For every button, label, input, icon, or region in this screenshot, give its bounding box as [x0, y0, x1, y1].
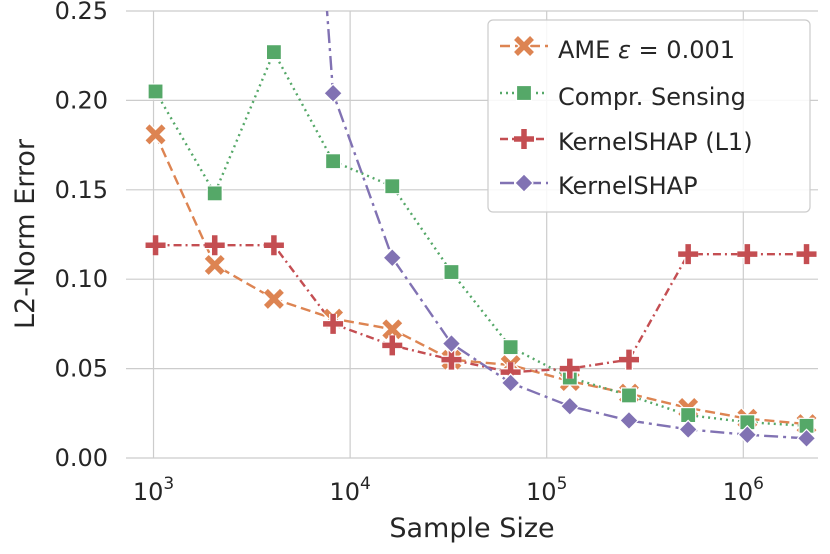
series-markers	[144, 44, 818, 449]
y-tick-label-0: 0.00	[55, 444, 108, 472]
point-compr-sensing-6	[502, 339, 519, 356]
point-kernelshap-l1-8	[618, 349, 639, 370]
legend-label-kernelshap-l1: KernelSHAP (L1)	[558, 128, 753, 156]
legend-label-ame-name: AME	[558, 36, 610, 64]
point-compr-sensing-0	[147, 83, 164, 100]
point-kernelshap-0	[323, 83, 343, 104]
x-tick-label-3: 106	[723, 474, 764, 506]
legend-marker-compr-sensing	[515, 84, 533, 102]
series-line-compr-sensing	[154, 49, 807, 428]
legend-label-ame-value: 0.001	[666, 36, 735, 64]
y-tick-label-2: 0.10	[55, 265, 108, 293]
legend-label-kernelshap: KernelSHAP	[558, 172, 698, 200]
legend-label-ame-epsilon: ε	[618, 36, 631, 64]
point-compr-sensing-2	[265, 44, 283, 61]
series-line-kernelshap-l1	[155, 244, 807, 374]
legend-entry-kernelshap: KernelSHAP	[500, 172, 698, 200]
point-kernelshap-2	[441, 333, 462, 354]
legend-entry-ame: AME ε = 0.001	[500, 35, 735, 64]
point-ame-4	[381, 318, 404, 341]
point-kernelshap-1	[382, 247, 403, 268]
legend-marker-ame	[513, 35, 535, 57]
y-tick-label-5: 0.25	[55, 0, 108, 25]
legend: AME ε = 0.001 Compr. Sensing KernelSHAP …	[487, 19, 811, 213]
legend-marker-kernelshap-l1	[514, 129, 534, 149]
point-kernelshap-5	[619, 410, 639, 431]
legend-entry-kernelshap-l1: KernelSHAP (L1)	[500, 128, 753, 156]
point-kernelshap-l1-11	[796, 244, 817, 265]
point-kernelshap-l1-9	[678, 244, 699, 265]
point-compr-sensing-4	[384, 178, 401, 195]
x-tick-labels: 103 104 105 106	[133, 474, 764, 506]
point-ame-0	[144, 123, 167, 146]
point-compr-sensing-1	[206, 185, 223, 202]
point-kernelshap-l1-0	[145, 235, 166, 256]
legend-label-ame: AME ε = 0.001	[558, 36, 735, 64]
point-kernelshap-3	[500, 373, 521, 393]
point-kernelshap-l1-10	[737, 244, 758, 265]
x-axis-label: Sample Size	[389, 513, 554, 544]
point-ame-2	[263, 288, 285, 310]
y-tick-label-3: 0.15	[55, 176, 108, 204]
point-kernelshap-4	[559, 396, 580, 416]
legend-frame	[487, 19, 811, 213]
point-kernelshap-l1-2	[263, 235, 284, 256]
point-ame-1	[203, 254, 226, 276]
point-compr-sensing-5	[443, 263, 460, 281]
y-tick-label-4: 0.20	[55, 86, 108, 114]
point-kernelshap-l1-4	[382, 335, 403, 356]
x-tick-label-0: 103	[133, 474, 174, 506]
point-kernelshap-8	[796, 428, 817, 449]
point-kernelshap-l1-7	[559, 358, 580, 379]
legend-marker-kernelshap	[514, 173, 534, 193]
point-compr-sensing-8	[620, 387, 638, 404]
legend-label-compr-sensing: Compr. Sensing	[558, 83, 746, 111]
legend-entry-compr-sensing: Compr. Sensing	[500, 83, 746, 111]
y-tick-label-1: 0.05	[55, 355, 108, 383]
series-line-kernelshap	[325, 11, 807, 440]
point-kernelshap-l1-3	[323, 313, 344, 334]
y-axis-label: L2-Norm Error	[10, 138, 41, 329]
x-tick-label-1: 104	[329, 474, 370, 506]
point-kernelshap-6	[678, 419, 699, 440]
point-kernelshap-7	[737, 424, 758, 445]
point-compr-sensing-3	[324, 153, 342, 170]
x-tick-label-2: 105	[526, 474, 567, 506]
point-kernelshap-l1-1	[204, 235, 225, 256]
y-tick-labels: 0.00 0.05 0.10 0.15 0.20 0.25	[55, 0, 108, 472]
